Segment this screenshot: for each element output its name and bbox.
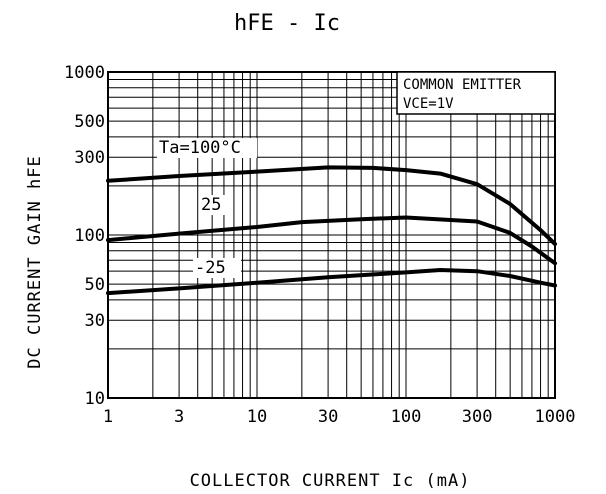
series-label-minus25-text: -25 (195, 258, 226, 278)
chart-title: hFE - Ic (234, 11, 340, 36)
y-axis-label: DC CURRENT GAIN hFE (25, 155, 45, 368)
x-tick-label: 3 (174, 407, 184, 427)
series-label-100: Ta=100°C (157, 138, 257, 158)
x-tick-label: 30 (318, 407, 338, 427)
x-tick-labels: 1 3 10 30 100 300 1000 (103, 407, 576, 427)
x-tick-label: 10 (247, 407, 267, 427)
y-tick-label: 1000 (64, 63, 105, 83)
y-tick-label: 300 (74, 148, 105, 168)
y-tick-label: 30 (85, 311, 105, 331)
series-label-100-bg (157, 138, 257, 158)
y-tick-label: 500 (74, 112, 105, 132)
series-label-minus25: -25 (193, 258, 241, 278)
x-tick-label: 100 (391, 407, 422, 427)
series-label-minus25-bg (193, 258, 241, 278)
x-tick-label: 1000 (535, 407, 576, 427)
series-line-2 (106, 268, 557, 296)
series-line-1 (106, 215, 557, 266)
series-label-25-bg (199, 195, 227, 215)
annotation-frame (396, 71, 556, 115)
x-axis-label: COLLECTOR CURRENT Ic (mA) (190, 471, 471, 491)
x-tick-label: 300 (462, 407, 493, 427)
series-label-25-text: 25 (201, 195, 221, 215)
series-line-0 (106, 165, 557, 246)
y-tick-label: 50 (85, 275, 105, 295)
annotation-line-1: COMMON EMITTER (403, 77, 522, 93)
y-tick-label: 100 (74, 226, 105, 246)
y-tick-labels: 1000 500 300 100 50 30 10 (64, 63, 105, 409)
annotation-box: COMMON EMITTER VCE=1V (396, 71, 556, 115)
series-label-100-text: Ta=100°C (159, 138, 241, 158)
x-tick-label: 1 (103, 407, 113, 427)
curves (106, 165, 557, 296)
annotation-line-2: VCE=1V (403, 96, 454, 112)
y-tick-label: 10 (85, 389, 105, 409)
plot-frame (107, 71, 556, 399)
series-label-25: 25 (199, 195, 227, 215)
